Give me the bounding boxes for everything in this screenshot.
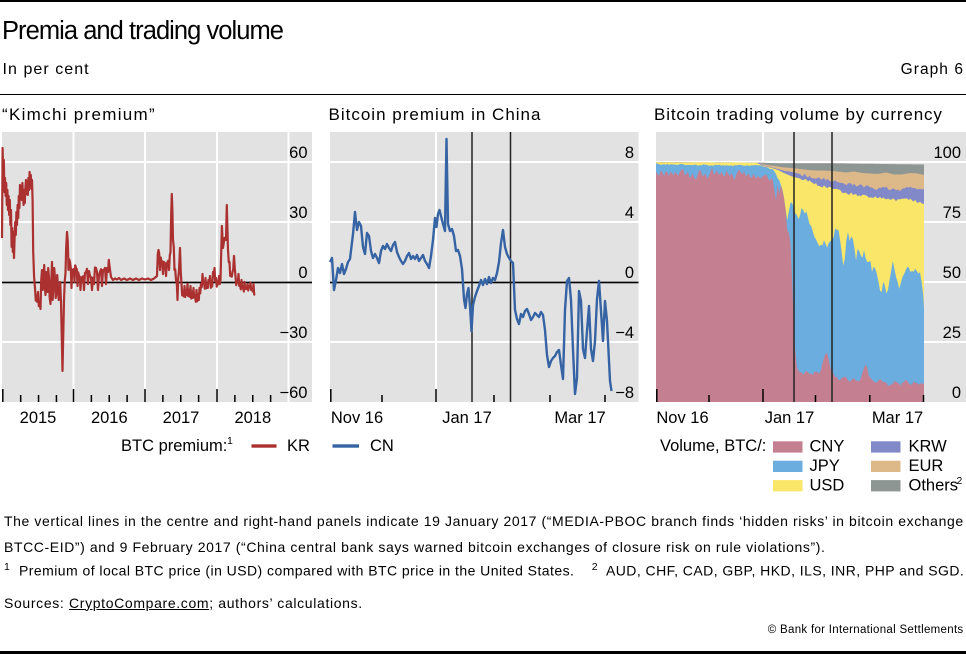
svg-text:JPY: JPY [810, 457, 840, 475]
svg-text:EUR: EUR [909, 457, 944, 475]
svg-text:BTC premium:: BTC premium: [121, 437, 227, 455]
svg-text:KR: KR [287, 437, 310, 455]
svg-text:Jan 17: Jan 17 [765, 409, 815, 427]
svg-text:−8: −8 [615, 384, 634, 402]
svg-text:25: 25 [943, 324, 961, 342]
svg-text:2018: 2018 [234, 409, 271, 427]
svg-text:0: 0 [952, 384, 961, 402]
svg-text:2: 2 [957, 475, 963, 487]
svg-text:0: 0 [298, 264, 307, 282]
svg-text:1: 1 [227, 435, 233, 447]
svg-text:Mar 17: Mar 17 [872, 409, 923, 427]
svg-text:75: 75 [943, 204, 961, 222]
svg-text:2015: 2015 [20, 409, 57, 427]
svg-text:USD: USD [810, 476, 845, 494]
svg-text:2017: 2017 [163, 409, 200, 427]
svg-text:Others: Others [909, 476, 959, 494]
svg-text:0: 0 [625, 264, 634, 282]
svg-text:60: 60 [289, 144, 307, 162]
svg-text:KRW: KRW [909, 438, 948, 456]
svg-text:Mar 17: Mar 17 [554, 409, 605, 427]
svg-text:30: 30 [289, 204, 307, 222]
svg-text:100: 100 [933, 144, 961, 162]
svg-text:2016: 2016 [91, 409, 128, 427]
svg-text:50: 50 [943, 264, 961, 282]
svg-text:Volume, BTC/:: Volume, BTC/: [660, 437, 766, 455]
svg-text:Nov 16: Nov 16 [656, 409, 708, 427]
svg-text:8: 8 [625, 144, 634, 162]
svg-text:Jan 17: Jan 17 [442, 409, 492, 427]
svg-text:CNY: CNY [810, 438, 845, 456]
svg-text:4: 4 [625, 204, 634, 222]
svg-text:−4: −4 [615, 324, 634, 342]
svg-text:−60: −60 [280, 384, 308, 402]
svg-text:Nov 16: Nov 16 [331, 409, 383, 427]
svg-text:−30: −30 [280, 324, 308, 342]
svg-text:CN: CN [370, 437, 394, 455]
